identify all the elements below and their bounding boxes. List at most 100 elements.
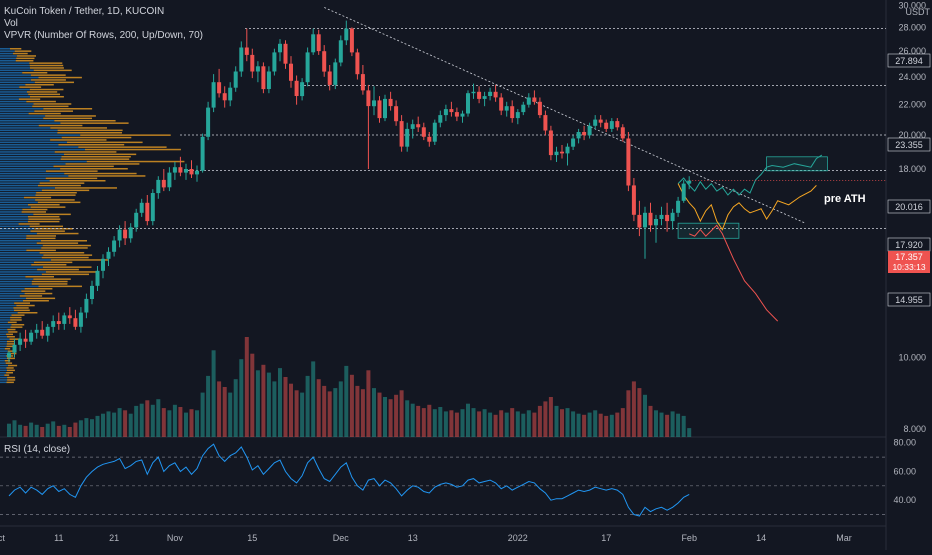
vpvr-down-row xyxy=(26,235,56,237)
time-tick-label: 11 xyxy=(54,533,63,543)
candle-body xyxy=(410,124,415,129)
candle-body xyxy=(510,106,515,119)
vpvr-down-row xyxy=(16,55,36,57)
candle-body xyxy=(399,121,404,147)
vpvr-down-row xyxy=(49,180,106,182)
vpvr-down-row xyxy=(36,192,77,194)
time-axis[interactable]: Oct 11 21 Nov 15 Dec 13 2022 17 Feb 14 Mar xyxy=(0,533,852,543)
candle-body xyxy=(344,28,349,41)
volume-bar xyxy=(626,390,631,437)
candle-body xyxy=(537,101,542,116)
vpvr-up-row xyxy=(0,148,85,151)
candle-body xyxy=(449,109,454,113)
vpvr-up-row xyxy=(0,105,33,108)
vpvr-down-row xyxy=(43,108,93,110)
vpvr-up-row xyxy=(0,276,26,278)
vpvr-up-row xyxy=(0,48,10,50)
vpvr-down-row xyxy=(30,206,66,208)
candle-body xyxy=(665,214,670,222)
candle-body xyxy=(7,352,11,358)
candle-body xyxy=(117,229,122,241)
vpvr-down-row xyxy=(35,199,75,201)
vpvr-up-row xyxy=(0,242,37,244)
vpvr-up-row xyxy=(0,314,12,316)
volume-bar xyxy=(615,412,620,437)
vpvr-up-row xyxy=(0,328,8,331)
candle-body xyxy=(366,90,371,107)
candle-body xyxy=(150,193,155,222)
candle-body xyxy=(289,63,293,81)
vpvr-up-row xyxy=(0,271,46,273)
vpvr-down-row xyxy=(28,93,60,96)
vpvr-down-row xyxy=(19,295,43,297)
volume-bar xyxy=(344,365,349,437)
vpvr-down-row xyxy=(41,273,89,276)
candle-body xyxy=(62,315,67,324)
pre-ath-annotation[interactable]: pre ATH xyxy=(824,193,866,205)
time-tick-label: Mar xyxy=(836,533,852,543)
vpvr-down-row xyxy=(80,134,171,136)
volume-bar xyxy=(333,388,338,437)
vpvr-down-row xyxy=(21,290,46,292)
volume-bar xyxy=(532,412,537,437)
vpvr-up-row xyxy=(0,180,50,182)
vpvr-up-row xyxy=(0,297,26,300)
candle-body xyxy=(543,115,548,131)
price-tick-label: 10.000 xyxy=(898,352,926,362)
candle-body xyxy=(95,270,100,286)
volume-bar xyxy=(34,424,39,437)
vpvr-legend[interactable]: VPVR (Number Of Rows, 200, Up/Down, 70) xyxy=(4,30,203,41)
level-tag-17920: 17.920 xyxy=(887,237,931,252)
candle-body xyxy=(532,97,537,102)
vpvr-down-row xyxy=(65,163,140,165)
candle-body xyxy=(211,82,216,108)
rsi-legend[interactable]: RSI (14, close) xyxy=(4,444,71,455)
vpvr-down-row xyxy=(29,225,64,228)
vpvr-up-row xyxy=(0,300,23,302)
volume-bar xyxy=(449,410,454,437)
volume-legend[interactable]: Vol xyxy=(4,18,18,29)
vpvr-up-row xyxy=(0,57,17,60)
vpvr-down-row xyxy=(7,321,17,324)
vpvr-up-row xyxy=(0,343,7,345)
volume-bar xyxy=(360,389,365,437)
vpvr-up-row xyxy=(0,199,36,201)
volume-bar xyxy=(294,390,299,437)
vpvr-down-row xyxy=(45,271,98,273)
vpvr-up-row xyxy=(0,360,5,362)
vpvr-up-row xyxy=(0,60,16,62)
vpvr-down-row xyxy=(7,340,15,343)
candle-body xyxy=(349,28,354,53)
vpvr-up-row xyxy=(0,364,8,367)
vpvr-up-row xyxy=(0,88,30,91)
volume-bar xyxy=(156,399,161,437)
vpvr-down-row xyxy=(13,52,28,55)
rsi-tick-label: 80.00 xyxy=(893,438,916,448)
volume-bar xyxy=(255,370,260,437)
candle-body xyxy=(139,202,144,213)
volume-bars xyxy=(7,337,692,437)
vpvr-down-row xyxy=(21,211,46,213)
chart-title[interactable]: KuCoin Token / Tether, 1D, KUCOIN xyxy=(4,6,165,17)
candle-body xyxy=(145,202,150,222)
vpvr-up-row xyxy=(0,268,38,271)
level-tag-17920-text: 17.920 xyxy=(895,240,923,250)
vpvr-up-row xyxy=(0,175,69,177)
rsi-tick-label: 60.00 xyxy=(893,467,916,477)
candle-body xyxy=(355,52,360,75)
vpvr-down-row xyxy=(26,91,58,93)
volume-bar xyxy=(239,359,244,437)
vpvr-down-row xyxy=(18,98,41,100)
price-tick-label: 18.000 xyxy=(898,164,926,174)
vpvr-up-row xyxy=(0,201,38,204)
candle-body xyxy=(172,167,177,173)
candle-body xyxy=(388,98,393,107)
candle-body xyxy=(84,298,89,313)
vpvr-down-row xyxy=(10,316,22,319)
volume-bar xyxy=(62,424,67,437)
vpvr-down-row xyxy=(33,278,71,280)
vpvr-down-row xyxy=(27,216,60,218)
candle-body xyxy=(112,240,117,252)
